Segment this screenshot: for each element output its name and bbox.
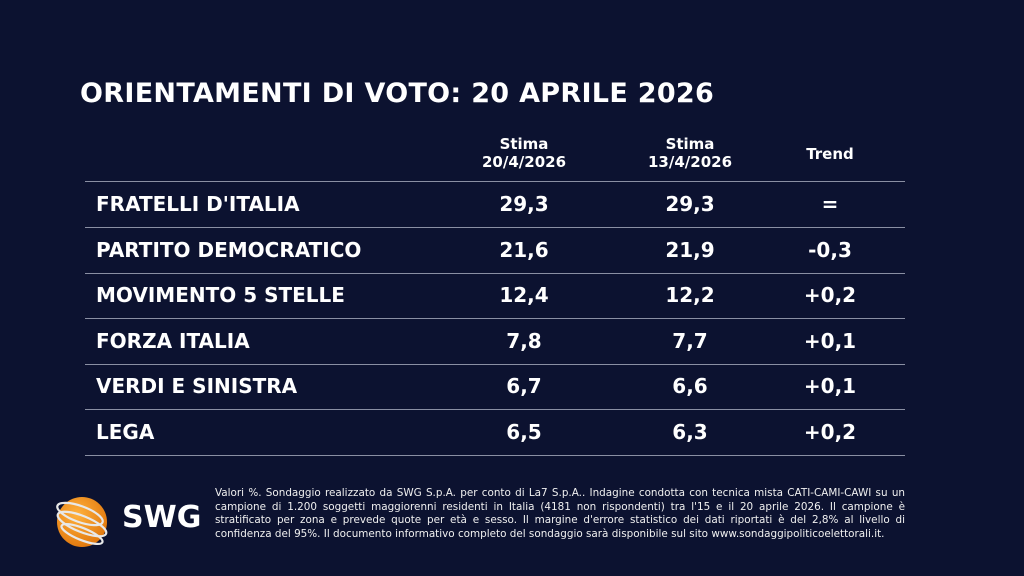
globe-orbit-icon bbox=[56, 497, 108, 547]
table-row: MOVIMENTO 5 STELLE 12,4 12,2 +0,2 bbox=[85, 273, 905, 318]
trend-value: -0,3 bbox=[808, 237, 852, 262]
current-value: 21,6 bbox=[499, 237, 549, 262]
table-row: PARTITO DEMOCRATICO 21,6 21,9 -0,3 bbox=[85, 228, 905, 273]
column-header-trend: Trend bbox=[750, 145, 910, 163]
page-title: ORIENTAMENTI DI VOTO: 20 APRILE 2026 bbox=[80, 78, 715, 109]
current-value: 12,4 bbox=[499, 283, 549, 308]
footnote: Valori %. Sondaggio realizzato da SWG S.… bbox=[215, 487, 905, 540]
row-divider bbox=[85, 409, 905, 411]
current-value: 6,7 bbox=[506, 374, 542, 399]
row-divider bbox=[85, 318, 905, 320]
trend-value: +0,1 bbox=[803, 328, 857, 353]
column-header-line: 20/4/2026 bbox=[481, 153, 567, 171]
trend-value: +0,2 bbox=[803, 283, 857, 308]
trend-value: = bbox=[821, 192, 839, 216]
current-value: 6,5 bbox=[506, 420, 542, 444]
trend-value: +0,1 bbox=[803, 374, 857, 399]
previous-value: 7,7 bbox=[672, 328, 708, 353]
column-header-line: Stima bbox=[665, 135, 715, 153]
column-header-line: Trend bbox=[806, 145, 854, 163]
header-divider bbox=[85, 181, 905, 182]
previous-value: 6,6 bbox=[672, 374, 708, 399]
table-row: FORZA ITALIA 7,8 7,7 +0,1 bbox=[85, 319, 905, 364]
table-row: LEGA 6,5 6,3 +0,2 bbox=[85, 410, 905, 455]
logo-text: SWG bbox=[122, 500, 202, 535]
row-divider bbox=[85, 455, 905, 456]
swg-logo bbox=[44, 488, 120, 558]
party-name: FRATELLI D'ITALIA bbox=[96, 192, 300, 216]
party-name: PARTITO DEMOCRATICO bbox=[96, 237, 362, 262]
trend-value: +0,2 bbox=[803, 420, 857, 444]
row-divider bbox=[85, 227, 905, 228]
column-header-current: Stima 20/4/2026 bbox=[444, 135, 604, 171]
column-header-line: Stima bbox=[499, 135, 549, 153]
row-divider bbox=[85, 272, 905, 274]
table-row: VERDI E SINISTRA 6,7 6,6 +0,1 bbox=[85, 364, 905, 409]
party-name: VERDI E SINISTRA bbox=[96, 374, 298, 399]
previous-value: 29,3 bbox=[665, 192, 715, 216]
party-name: MOVIMENTO 5 STELLE bbox=[96, 283, 345, 308]
table-row: FRATELLI D'ITALIA 29,3 29,3 = bbox=[85, 182, 905, 227]
previous-value: 6,3 bbox=[672, 420, 708, 444]
previous-value: 12,2 bbox=[665, 283, 715, 308]
row-divider bbox=[85, 363, 905, 365]
column-header-line: 13/4/2026 bbox=[647, 153, 733, 171]
current-value: 7,8 bbox=[506, 328, 542, 353]
previous-value: 21,9 bbox=[665, 237, 715, 262]
party-name: FORZA ITALIA bbox=[96, 328, 250, 353]
party-name: LEGA bbox=[96, 420, 155, 444]
column-header-previous: Stima 13/4/2026 bbox=[610, 135, 770, 171]
current-value: 29,3 bbox=[499, 192, 549, 216]
